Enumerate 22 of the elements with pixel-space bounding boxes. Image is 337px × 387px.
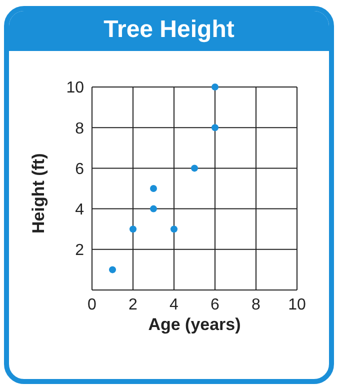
x-tick-label: 0 (88, 296, 97, 314)
point (212, 124, 218, 132)
point (212, 84, 218, 90)
x-axis-title: Age (years) (148, 315, 241, 334)
y-tick-label: 4 (75, 201, 84, 218)
x-tick-label: 8 (252, 296, 261, 314)
point (191, 164, 198, 172)
y-tick-label: 2 (75, 242, 84, 260)
chart-title: Tree Height (9, 11, 329, 51)
y-tick-label: 10 (66, 80, 84, 97)
point (109, 266, 116, 274)
y-tick-label: 6 (75, 160, 84, 178)
x-tick-label: 10 (288, 296, 306, 314)
y-axis-title: Height (ft) (29, 153, 48, 234)
point (150, 185, 157, 192)
point (130, 226, 136, 233)
x-tick-label: 6 (210, 296, 220, 314)
y-tick-label: 8 (75, 120, 84, 138)
x-tick-label: 4 (170, 296, 179, 314)
x-tick-label: 2 (128, 296, 138, 314)
point (150, 205, 157, 212)
point (170, 226, 178, 233)
